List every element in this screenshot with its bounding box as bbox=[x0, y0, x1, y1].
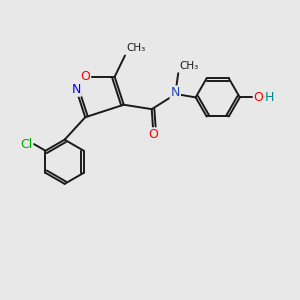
Text: CH₃: CH₃ bbox=[180, 61, 199, 71]
Text: N: N bbox=[171, 86, 180, 100]
Text: H: H bbox=[265, 91, 274, 104]
Text: N: N bbox=[71, 83, 81, 96]
Text: O: O bbox=[148, 128, 158, 141]
Text: O: O bbox=[80, 70, 90, 83]
Text: Cl: Cl bbox=[20, 138, 32, 151]
Text: CH₃: CH₃ bbox=[126, 43, 146, 53]
Text: O: O bbox=[254, 91, 263, 104]
